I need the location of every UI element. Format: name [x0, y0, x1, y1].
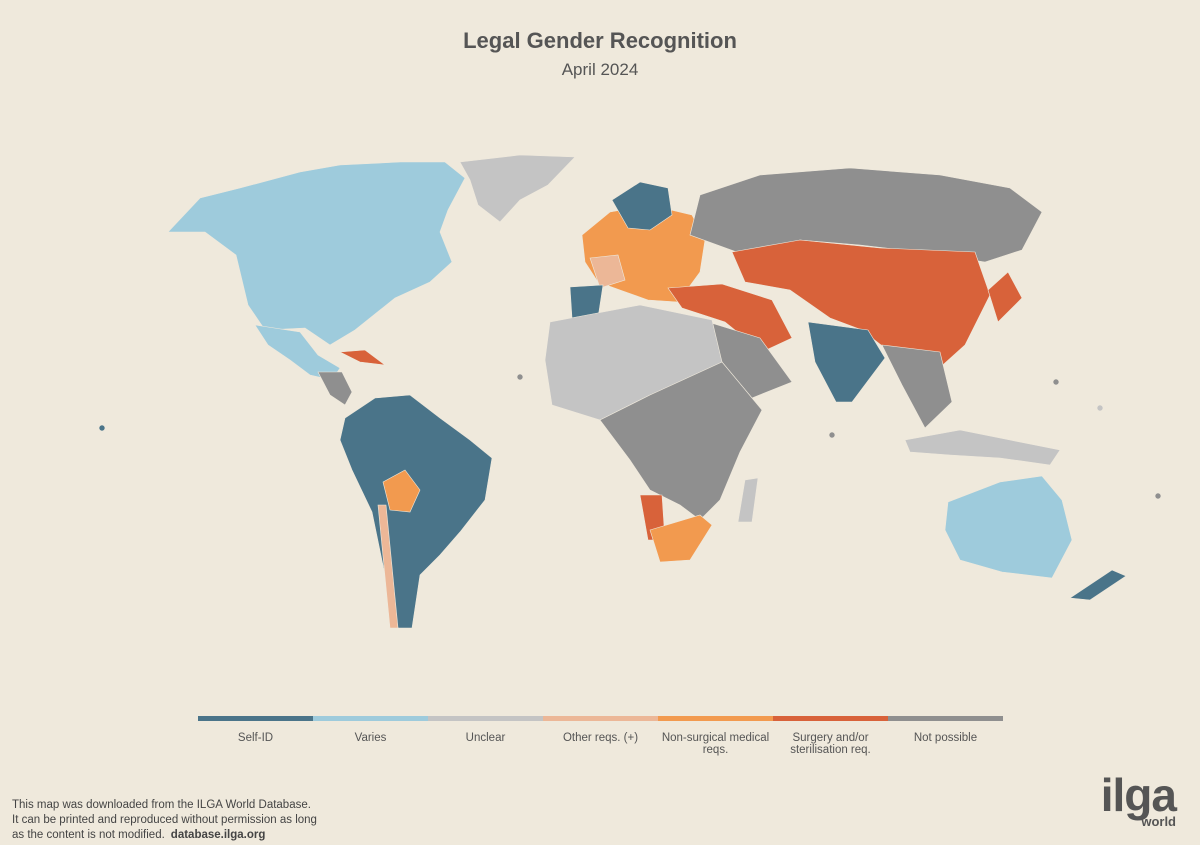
legend-swatch: [888, 716, 1003, 721]
footer-link: database.ilga.org: [170, 829, 266, 841]
island: [1052, 378, 1060, 386]
central-america: [317, 371, 353, 406]
legend-item: Not possible: [888, 716, 1003, 756]
legend-item: Self-ID: [198, 716, 313, 756]
turkey-iran: [667, 283, 793, 353]
legend-label: Other reqs. (+): [562, 732, 639, 744]
legend-swatch: [658, 716, 773, 721]
legend-item: Other reqs. (+): [543, 716, 658, 756]
south-america: [339, 394, 493, 629]
legend-swatch: [773, 716, 888, 721]
legend-item: Surgery and/or sterilisation req.: [773, 716, 888, 756]
japan: [987, 271, 1023, 323]
logo: ilga world: [1100, 769, 1177, 829]
title: Legal Gender Recognition: [463, 28, 737, 53]
bolivia: [382, 469, 421, 513]
legend-swatch: [428, 716, 543, 721]
island: [1096, 404, 1104, 412]
india: [807, 321, 886, 403]
chile: [377, 504, 399, 629]
central-africa: [599, 361, 763, 521]
island: [828, 431, 836, 439]
legend-label: Self-ID: [237, 732, 274, 744]
cuba: [338, 349, 387, 366]
logo-name: ilga: [1100, 769, 1177, 821]
scandinavia: [611, 181, 673, 231]
legend-item: Unclear: [428, 716, 543, 756]
island: [98, 424, 106, 432]
greenland: [459, 154, 576, 223]
legend-label: Non-surgical medical reqs.: [661, 732, 770, 756]
legend-swatch: [543, 716, 658, 721]
france: [589, 254, 626, 289]
legend-item: Non-surgical medical reqs.: [658, 716, 773, 756]
madagascar: [737, 477, 759, 523]
world-map: [98, 154, 1162, 629]
legend-swatch: [198, 716, 313, 721]
legend-label: Varies: [354, 732, 387, 744]
new-zealand: [1069, 569, 1127, 601]
legend-item: Varies: [313, 716, 428, 756]
footer: This map was downloaded from the ILGA Wo…: [12, 798, 317, 843]
south-africa: [649, 514, 713, 563]
legend-swatch: [313, 716, 428, 721]
footer-line: as the content is not modified. database.…: [12, 828, 317, 843]
subtitle: April 2024: [561, 60, 639, 79]
legend-label: Surgery and/or sterilisation req.: [790, 732, 871, 756]
australia: [944, 475, 1073, 579]
indonesia: [904, 429, 1061, 466]
legend-label: Not possible: [913, 732, 978, 744]
southeast-asia: [881, 344, 953, 429]
north-america: [167, 161, 466, 346]
footer-line: It can be printed and reproduced without…: [12, 814, 317, 826]
legend: Self-ID Varies Unclear Other reqs. (+) Non-s…: [198, 716, 1003, 756]
island: [1154, 492, 1162, 500]
logo-sub: world: [1141, 814, 1176, 829]
footer-line-text: as the content is not modified.: [12, 829, 165, 841]
island: [516, 373, 524, 381]
footer-line: This map was downloaded from the ILGA Wo…: [12, 799, 311, 811]
legend-label: Unclear: [465, 732, 506, 744]
